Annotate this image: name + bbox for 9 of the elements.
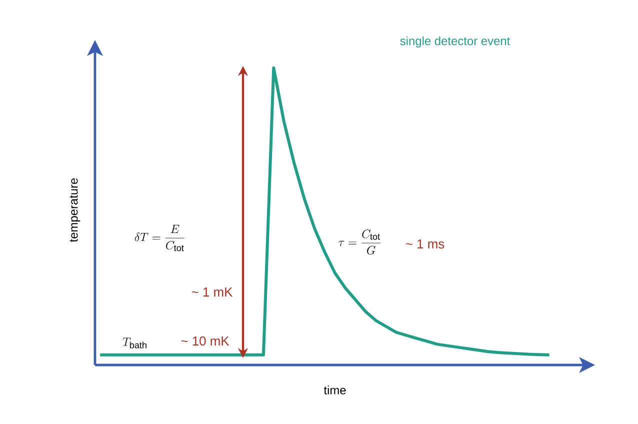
annotation: ~ 1 ms: [406, 239, 444, 249]
y-axis-title: temperature: [70, 178, 80, 242]
x-axis-title: time: [324, 386, 346, 394]
annotation: $\tau = \frac{C_{\rm tot}}{G}$: [338, 230, 381, 254]
annotation: ~ 1 mK: [192, 288, 233, 296]
chart-title: single detector event: [400, 36, 510, 48]
annotation: ~ 10 mK: [181, 336, 230, 346]
annotation: $T_{\rm bath}$: [122, 338, 146, 348]
annotation: $\delta T = \frac{E}{C_{\rm tot}}$: [134, 224, 184, 252]
